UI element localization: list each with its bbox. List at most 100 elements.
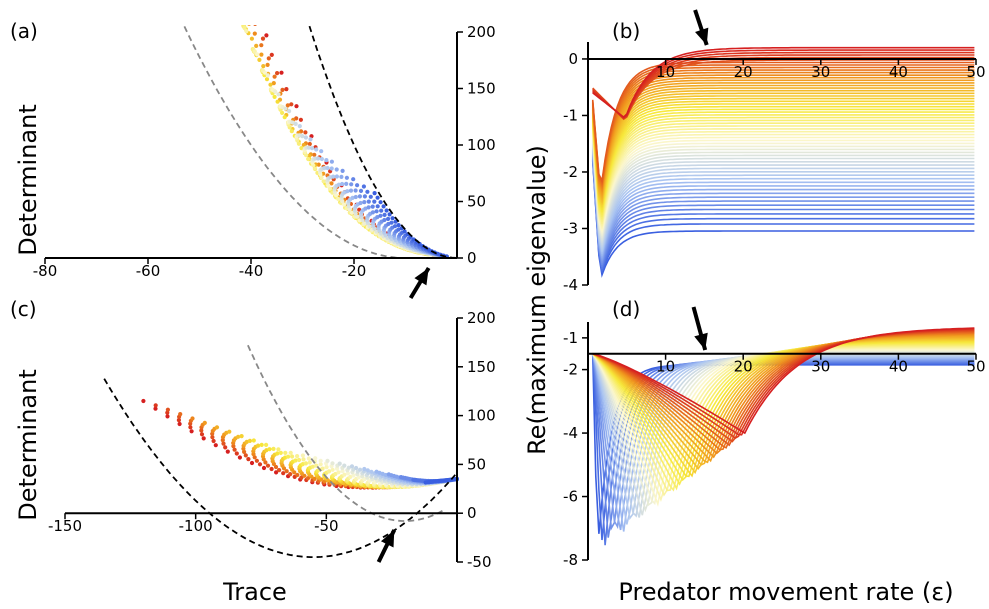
panel-a-x-tick-label: -60 (136, 262, 161, 280)
data-point (242, 14, 246, 18)
panel-d-y-tick-label: -8 (563, 551, 578, 569)
data-point (237, 455, 242, 460)
panel-label-d: (d) (612, 297, 640, 321)
x-axis-label-left: Trace (222, 578, 287, 606)
data-point (378, 200, 383, 205)
panel-b-x-tick-label: 10 (656, 63, 675, 81)
data-point (372, 199, 377, 204)
panel-c-y-tick-label: 150 (467, 358, 496, 376)
data-point (153, 406, 158, 411)
series-line (591, 84, 975, 200)
panel-b-y-tick-label: -1 (563, 106, 578, 124)
data-point (239, 434, 244, 439)
data-point (244, 29, 249, 34)
panel-b-y-tick-label: -3 (563, 219, 578, 237)
series-line (591, 100, 975, 207)
data-point (242, 449, 247, 454)
data-point (243, 453, 248, 458)
data-point (251, 438, 256, 443)
data-point (246, 9, 250, 13)
series-line (592, 56, 975, 120)
data-point (384, 208, 389, 213)
data-point (293, 458, 298, 463)
data-point (375, 195, 380, 200)
data-point (381, 204, 386, 209)
data-point (303, 461, 308, 466)
panel-a-y-tick-label: 50 (467, 193, 486, 211)
panel-d-x-tick-label: 50 (966, 358, 985, 376)
data-point (345, 471, 350, 476)
data-point (280, 110, 285, 115)
data-point (271, 446, 276, 451)
data-point (336, 182, 341, 187)
series-line (591, 151, 975, 260)
data-point (295, 454, 300, 459)
data-point (276, 92, 281, 97)
data-point (375, 204, 380, 209)
data-point (272, 74, 277, 79)
data-point (232, 447, 237, 452)
data-point (252, 31, 257, 36)
data-point (300, 453, 305, 458)
panel-d-y-tick-label: -1 (563, 329, 578, 347)
data-point (177, 421, 182, 427)
data-point (242, 25, 247, 31)
data-point (325, 458, 330, 463)
data-point (305, 476, 311, 481)
data-point (293, 121, 298, 126)
data-point (238, 7, 242, 11)
data-point (303, 135, 308, 140)
y-axis-label-top-left: Determinant (14, 104, 42, 255)
series-line (591, 158, 975, 271)
data-point (310, 146, 315, 151)
y-axis-label-right: Re(maximum eigenvalue) (523, 145, 551, 455)
data-point (298, 117, 303, 122)
series-line (591, 131, 975, 230)
panel-d-y-tick-label: -2 (563, 361, 578, 379)
panel-c-plot-area (103, 344, 459, 558)
data-point (342, 463, 347, 468)
data-point (344, 175, 349, 180)
data-point (256, 443, 261, 448)
data-point (351, 473, 356, 478)
data-point (318, 458, 323, 463)
panel-c-x-tick-label: -50 (314, 517, 339, 535)
data-point (313, 456, 318, 461)
data-point (358, 188, 364, 193)
data-point (349, 464, 355, 469)
data-point (358, 467, 363, 472)
panel-c-y-tick-label: 0 (467, 504, 477, 522)
series-line (592, 337, 975, 470)
panel-d-x-tick-label: 30 (811, 358, 830, 376)
data-point (366, 199, 371, 204)
data-point (309, 134, 314, 139)
data-point (266, 56, 271, 61)
panel-c-arrow-head (380, 530, 395, 548)
data-point (255, 52, 260, 57)
data-point (339, 174, 344, 179)
data-point (353, 188, 358, 193)
data-point (308, 137, 313, 142)
data-point (321, 179, 326, 184)
data-point (231, 444, 236, 449)
data-point (349, 210, 354, 215)
panel-a-x-tick-label: -40 (239, 262, 264, 280)
data-point (312, 166, 317, 171)
reference-curve-grey (182, 25, 406, 259)
data-point (344, 181, 349, 186)
data-point (188, 425, 193, 430)
panel-b-y-tick-label: 0 (568, 50, 578, 68)
data-point (320, 466, 325, 471)
data-point (247, 438, 252, 443)
data-point (312, 152, 317, 157)
data-point (290, 454, 295, 459)
data-point (386, 221, 391, 227)
data-point (336, 196, 341, 202)
data-point (252, 49, 257, 54)
data-point (280, 87, 285, 92)
series-line (591, 144, 975, 249)
series-line (591, 159, 975, 273)
data-point (232, 0, 236, 2)
series-line (591, 74, 975, 193)
